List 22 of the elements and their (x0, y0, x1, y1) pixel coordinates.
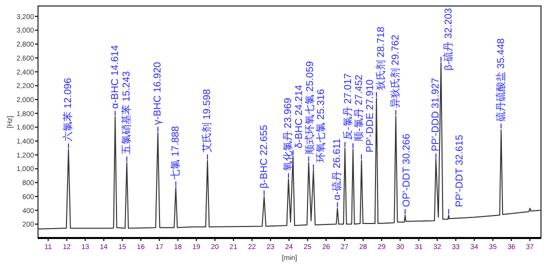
annotation: 七氯 17.888 (169, 126, 182, 180)
annotation: γ-BHC 16.920 (152, 61, 164, 125)
annotation: β-硫丹 32.203 (442, 8, 455, 70)
annotation: 环氧七氯 25.316 (315, 88, 328, 162)
annotation: 顺式环氧七氯 25.059 (304, 60, 316, 155)
annotation: 五氯硝基苯 15.243 (120, 70, 132, 155)
annotation: 反-氯丹 27.017 (342, 72, 354, 140)
annotation: PP'-DDE 27.910 (365, 78, 376, 152)
annotation: 六氯苯 12.096 (62, 78, 74, 142)
annotation: OP'-DDT 30.266 (401, 133, 412, 208)
annotation: PP'-DDT 32.615 (454, 134, 466, 208)
annotation: β-BHC 22.655 (258, 124, 270, 188)
annotation: PP'-DDD 31.927 (430, 77, 442, 152)
annotation: α-BHC 14.614 (110, 44, 121, 109)
annotation: 氧化氯丹 23.969 (282, 97, 294, 172)
annotation: 狄氏剂 28.718 (375, 26, 388, 90)
annotation: 硫丹硫酸盐 35.448 (494, 38, 507, 122)
annotation: 艾氏剂 19.598 (201, 88, 214, 152)
annotation: 异狄氏剂 29.762 (389, 34, 402, 108)
annotation: δ-BHC 24.214 (294, 84, 306, 148)
annotation: α-硫丹 26.611 (331, 138, 344, 200)
annotation: 顺-氯丹 27.452 (354, 74, 366, 142)
